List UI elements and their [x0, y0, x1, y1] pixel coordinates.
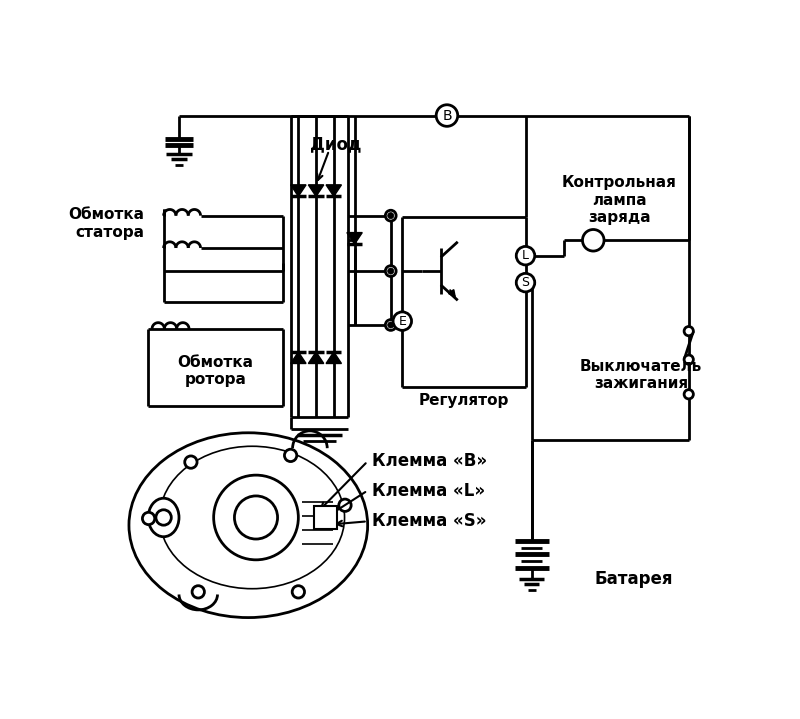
Text: S: S: [522, 276, 530, 289]
Polygon shape: [290, 185, 306, 196]
Text: Клемма «L»: Клемма «L»: [371, 482, 485, 500]
Circle shape: [192, 586, 205, 598]
Ellipse shape: [148, 498, 179, 536]
Circle shape: [388, 213, 394, 219]
Circle shape: [156, 510, 171, 525]
Circle shape: [516, 247, 534, 265]
Polygon shape: [347, 232, 362, 244]
Text: E: E: [398, 315, 406, 328]
Text: Батарея: Батарея: [594, 570, 674, 588]
Polygon shape: [326, 352, 342, 364]
Circle shape: [388, 322, 394, 328]
Ellipse shape: [160, 446, 345, 589]
Polygon shape: [326, 185, 342, 196]
Circle shape: [516, 273, 534, 292]
Polygon shape: [308, 185, 324, 196]
Text: Обмотка
ротора: Обмотка ротора: [177, 355, 253, 388]
Bar: [314, 506, 337, 529]
Circle shape: [214, 475, 298, 560]
Circle shape: [436, 105, 458, 127]
Text: B: B: [442, 109, 452, 122]
Circle shape: [388, 268, 394, 274]
Circle shape: [292, 586, 305, 598]
Polygon shape: [308, 352, 324, 364]
Ellipse shape: [129, 433, 368, 618]
Circle shape: [185, 456, 197, 468]
Circle shape: [285, 449, 297, 462]
Text: Диод: Диод: [310, 135, 362, 153]
Circle shape: [234, 496, 278, 539]
Text: Обмотка
статора: Обмотка статора: [68, 207, 144, 239]
Text: Клемма «S»: Клемма «S»: [371, 513, 486, 531]
Circle shape: [386, 210, 396, 221]
Text: Выключатель
зажигания: Выключатель зажигания: [580, 359, 702, 391]
Circle shape: [684, 326, 694, 336]
Circle shape: [386, 319, 396, 330]
Circle shape: [393, 312, 411, 330]
Text: Контрольная
лампа
заряда: Контрольная лампа заряда: [562, 175, 677, 225]
Circle shape: [684, 390, 694, 399]
Polygon shape: [290, 352, 306, 364]
Circle shape: [684, 355, 694, 365]
Circle shape: [386, 266, 396, 277]
Text: L: L: [522, 249, 529, 262]
Circle shape: [582, 229, 604, 251]
Text: Регулятор: Регулятор: [418, 393, 509, 408]
Circle shape: [142, 513, 154, 525]
Text: Клемма «B»: Клемма «B»: [371, 452, 486, 470]
Circle shape: [339, 499, 351, 511]
